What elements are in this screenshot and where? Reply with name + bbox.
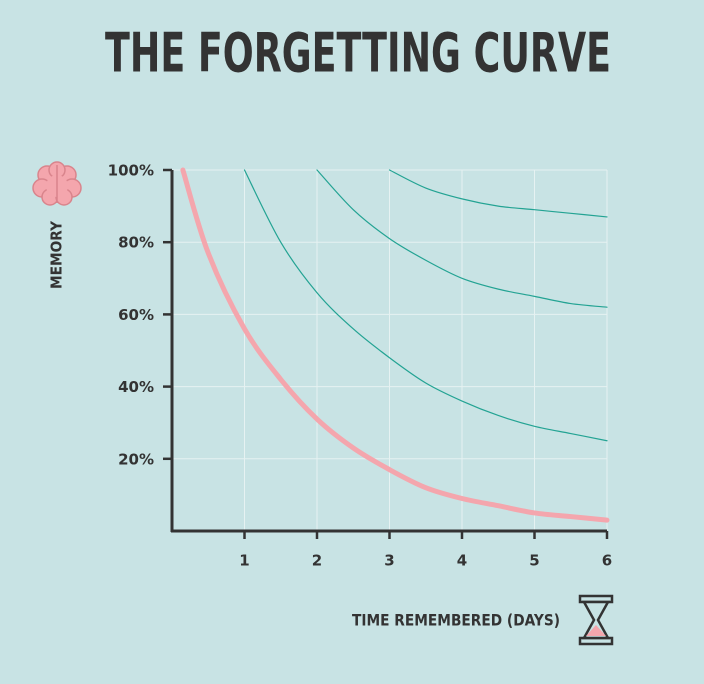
x-tick-label: 2	[312, 552, 322, 570]
x-axis-label: TIME REMEMBERED (DAYS)	[352, 611, 560, 630]
y-tick-label: 60%	[118, 306, 154, 324]
x-tick-label: 1	[239, 552, 249, 570]
brain-icon	[32, 161, 82, 206]
line-series	[316, 169, 608, 308]
x-tick-label: 5	[529, 552, 539, 570]
chart-title: THE FORGETTING CURVE	[105, 22, 611, 85]
line-series	[388, 169, 608, 218]
line-series	[180, 167, 610, 523]
hourglass-icon	[578, 594, 614, 646]
y-axis-label: MEMORY	[48, 220, 66, 289]
x-tick-label: 3	[384, 552, 394, 570]
plot-area: 20% 40% 60% 80% 100% 1 2 3 4 5 6	[108, 162, 613, 570]
line-series	[243, 169, 608, 442]
y-tick-label: 40%	[118, 378, 154, 396]
y-tick-label: 20%	[118, 450, 154, 468]
x-tick-label: 4	[457, 552, 467, 570]
x-tick-label: 6	[602, 552, 612, 570]
y-tick-label: 100%	[108, 162, 154, 180]
y-tick-label: 80%	[118, 234, 154, 252]
